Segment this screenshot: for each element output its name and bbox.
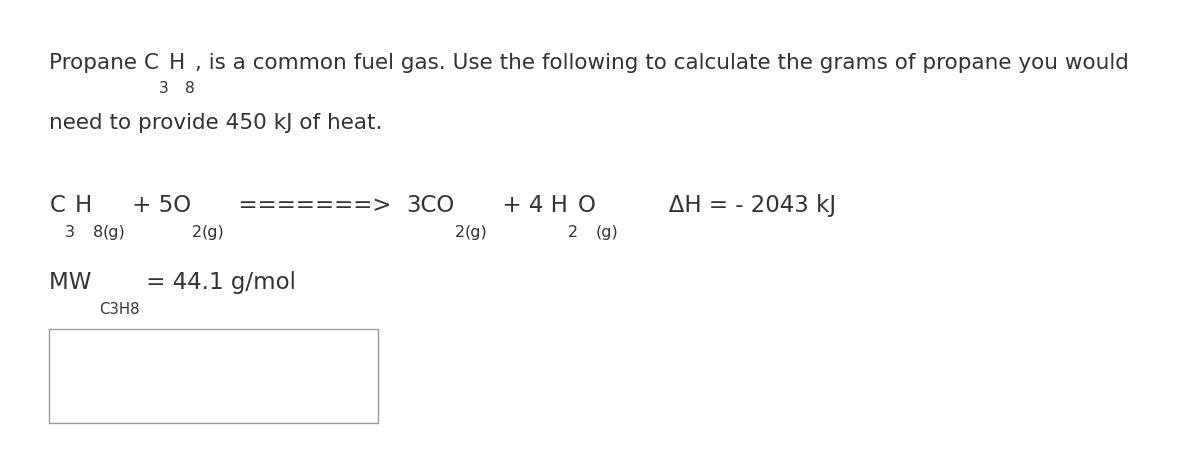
Text: 2: 2 [568, 225, 577, 240]
Text: + 5O: + 5O [126, 194, 192, 217]
Text: C: C [49, 194, 65, 217]
Text: MW: MW [49, 271, 98, 294]
Text: H: H [76, 194, 92, 217]
Text: , is a common fuel gas. Use the following to calculate the grams of propane you : , is a common fuel gas. Use the followin… [194, 53, 1129, 73]
Text: = 44.1 g/mol: = 44.1 g/mol [139, 271, 296, 294]
Text: 2: 2 [192, 225, 202, 240]
Text: ΔH = - 2043 kJ: ΔH = - 2043 kJ [618, 194, 836, 217]
Text: O: O [577, 194, 595, 217]
Text: 3: 3 [65, 225, 76, 240]
Text: (g): (g) [202, 225, 224, 240]
Text: (g): (g) [103, 225, 126, 240]
Text: need to provide 450 kJ of heat.: need to provide 450 kJ of heat. [49, 113, 383, 133]
Text: H: H [169, 53, 185, 73]
Text: =======>: =======> [224, 194, 407, 217]
Text: 8: 8 [92, 225, 103, 240]
Text: (g): (g) [595, 225, 618, 240]
Text: + 4 H: + 4 H [487, 194, 568, 217]
Text: 2: 2 [455, 225, 464, 240]
Text: Propane C: Propane C [49, 53, 160, 73]
Text: 3CO: 3CO [407, 194, 455, 217]
Text: C3H8: C3H8 [98, 302, 139, 317]
Text: 3: 3 [160, 80, 169, 96]
Text: 8: 8 [185, 80, 194, 96]
FancyBboxPatch shape [49, 330, 378, 423]
Text: (g): (g) [464, 225, 487, 240]
